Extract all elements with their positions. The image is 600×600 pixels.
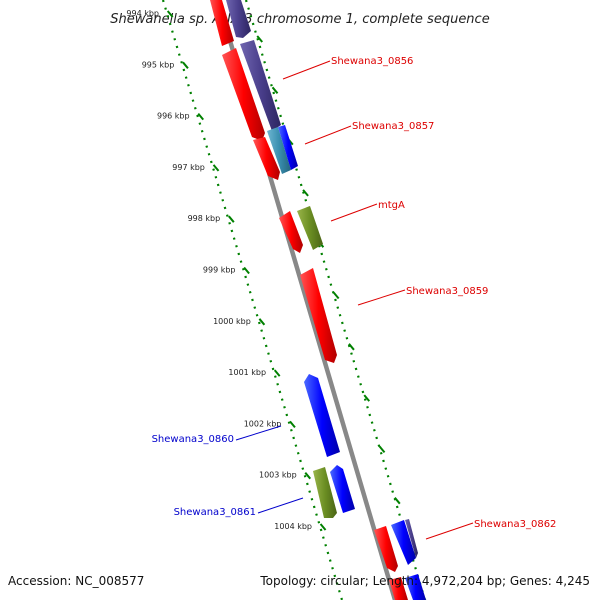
gene-label-mtga[interactable]: mtgA bbox=[378, 200, 405, 211]
gene-arrow-blue bbox=[278, 125, 298, 170]
gene-arrow-green bbox=[297, 206, 323, 250]
tick-mark bbox=[273, 369, 281, 377]
tick-mark bbox=[256, 35, 263, 43]
tick-mark bbox=[289, 420, 296, 429]
tick-mark bbox=[228, 215, 235, 223]
gene-arrow-blue bbox=[405, 574, 426, 600]
gene-arrow-red bbox=[300, 268, 337, 363]
tick-mark bbox=[243, 266, 250, 275]
tick-mark bbox=[258, 318, 266, 326]
topology-summary-text: Topology: circular; Length: 4,972,204 bp… bbox=[259, 574, 590, 588]
tick-mark bbox=[302, 189, 309, 197]
gene-arrow-red bbox=[279, 211, 303, 253]
gene-label-shewana3-0862[interactable]: Shewana3_0862 bbox=[474, 519, 556, 530]
gene-arrow-purple bbox=[226, 0, 251, 38]
gene-label-shewana3-0861[interactable]: Shewana3_0861 bbox=[174, 507, 256, 518]
gene-label-shewana3-0857[interactable]: Shewana3_0857 bbox=[352, 121, 434, 132]
gene-arrow-purple bbox=[240, 40, 281, 131]
tick-label: 996 kbp bbox=[157, 112, 190, 121]
tick-label: 1004 kbp bbox=[274, 522, 312, 531]
map-title: Shewanella sp. ANA-3 chromosome 1, compl… bbox=[110, 12, 489, 27]
gene-label-shewana3-0860[interactable]: Shewana3_0860 bbox=[152, 434, 234, 445]
tick-label: 998 kbp bbox=[188, 214, 221, 223]
gene-arrow-red bbox=[222, 48, 265, 141]
gene-arrow-blue bbox=[391, 520, 416, 565]
tick-label: 997 kbp bbox=[172, 163, 205, 172]
tick-label: 1003 kbp bbox=[259, 471, 297, 480]
gene-arrow-red bbox=[374, 526, 398, 572]
tick-label: 1002 kbp bbox=[244, 419, 282, 428]
tick-label: 1000 kbp bbox=[213, 317, 251, 326]
gene-arrow-blue bbox=[330, 465, 355, 513]
gene-arrow-green bbox=[313, 467, 337, 518]
gene-arrow-red bbox=[210, 0, 234, 46]
gene-label-shewana3-0856[interactable]: Shewana3_0856 bbox=[331, 56, 413, 67]
tick-mark bbox=[271, 86, 279, 94]
gene-arrow-teal bbox=[267, 127, 291, 174]
tick-label: 999 kbp bbox=[203, 266, 236, 275]
label-leaders bbox=[235, 60, 474, 540]
tick-label: 994 kbp bbox=[126, 9, 159, 18]
tick-mark bbox=[348, 343, 355, 351]
gene-label-shewana3-0859[interactable]: Shewana3_0859 bbox=[406, 286, 488, 297]
tick-label: 1001 kbp bbox=[228, 368, 266, 377]
kbp-ticks: 994 kbp 995 kbp 996 kbp 997 kbp 998 kbp 999 k… bbox=[126, 9, 427, 600]
inner-dotted-ring bbox=[161, 0, 344, 600]
tick-mark bbox=[197, 112, 205, 121]
gene-arrows bbox=[210, 0, 426, 600]
gene-arrow-blue bbox=[304, 374, 340, 457]
tick-mark bbox=[319, 523, 327, 531]
accession-text: Accession: NC_008577 bbox=[8, 574, 144, 588]
tick-mark bbox=[304, 472, 312, 480]
gene-arrow-red bbox=[253, 137, 280, 180]
gene-arrow-purple bbox=[405, 519, 418, 558]
tick-mark bbox=[394, 497, 401, 505]
tick-label: 995 kbp bbox=[142, 60, 175, 69]
tick-mark bbox=[363, 394, 371, 402]
gene-arrow-red bbox=[389, 577, 408, 600]
tick-mark bbox=[166, 10, 174, 18]
tick-mark bbox=[182, 61, 189, 69]
tick-mark bbox=[212, 164, 220, 172]
tick-mark bbox=[332, 291, 340, 300]
outer-dotted-ring bbox=[244, 0, 427, 600]
tick-mark bbox=[378, 445, 386, 454]
